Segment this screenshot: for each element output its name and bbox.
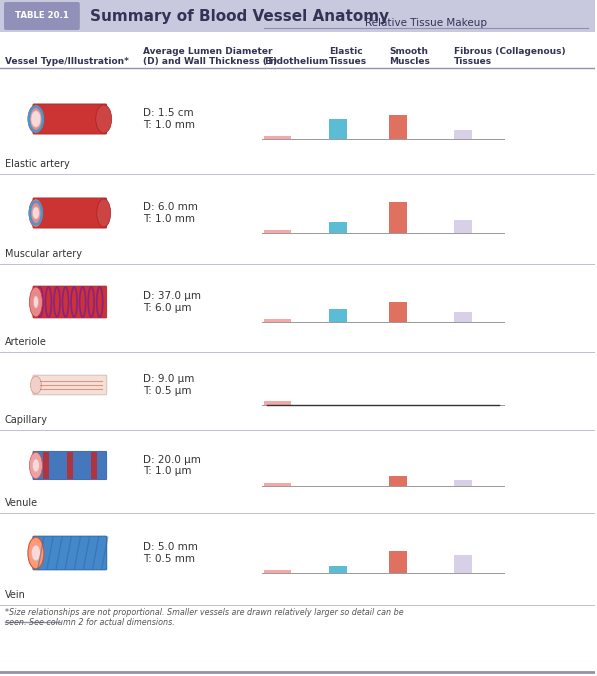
Ellipse shape: [29, 287, 42, 317]
Bar: [329, 119, 347, 139]
Bar: [264, 483, 291, 485]
Ellipse shape: [31, 111, 41, 127]
Text: Relative Tissue Makeup: Relative Tissue Makeup: [365, 18, 487, 28]
Ellipse shape: [28, 105, 44, 133]
Bar: [389, 202, 407, 233]
Bar: [43, 452, 49, 479]
Text: Fibrous (Collagenous)
Tissues: Fibrous (Collagenous) Tissues: [454, 47, 565, 66]
Bar: [264, 402, 291, 405]
Bar: [91, 452, 97, 479]
Bar: [454, 556, 472, 573]
Ellipse shape: [30, 377, 41, 394]
Bar: [329, 222, 347, 233]
Text: Summary of Blood Vessel Anatomy: Summary of Blood Vessel Anatomy: [90, 9, 389, 24]
Ellipse shape: [29, 452, 42, 479]
Bar: [264, 230, 291, 233]
Bar: [329, 309, 347, 322]
Text: Vessel Type/Illustration*: Vessel Type/Illustration*: [5, 57, 129, 66]
Bar: [454, 312, 472, 322]
Bar: [389, 115, 407, 139]
Ellipse shape: [96, 105, 112, 133]
FancyBboxPatch shape: [33, 375, 107, 395]
Text: Elastic artery: Elastic artery: [5, 159, 70, 169]
Bar: [389, 551, 407, 573]
Bar: [454, 220, 472, 233]
Bar: [454, 130, 472, 139]
Text: Average Lumen Diameter
(D) and Wall Thickness (T): Average Lumen Diameter (D) and Wall Thic…: [143, 47, 277, 66]
Bar: [389, 302, 407, 322]
FancyBboxPatch shape: [33, 536, 107, 570]
Ellipse shape: [33, 296, 38, 308]
Bar: [454, 479, 472, 485]
Text: Smooth
Muscles: Smooth Muscles: [389, 47, 430, 66]
Text: D: 1.5 cm
T: 1.0 mm: D: 1.5 cm T: 1.0 mm: [143, 108, 195, 130]
Text: Arteriole: Arteriole: [5, 337, 47, 347]
Text: Muscular artery: Muscular artery: [5, 249, 82, 259]
Text: D: 20.0 μm
T: 1.0 μm: D: 20.0 μm T: 1.0 μm: [143, 455, 201, 477]
Text: Elastic
Tissues: Elastic Tissues: [329, 47, 367, 66]
Text: Capillary: Capillary: [5, 415, 48, 425]
Ellipse shape: [29, 199, 43, 227]
Text: Endothelium: Endothelium: [264, 57, 328, 66]
Text: TABLE 20.1: TABLE 20.1: [15, 11, 69, 20]
FancyBboxPatch shape: [33, 104, 107, 134]
Ellipse shape: [28, 537, 44, 569]
Text: D: 37.0 μm
T: 6.0 μm: D: 37.0 μm T: 6.0 μm: [143, 291, 201, 313]
Bar: [0, 0, 595, 32]
FancyBboxPatch shape: [33, 198, 107, 228]
Text: D: 9.0 μm
T: 0.5 μm: D: 9.0 μm T: 0.5 μm: [143, 375, 194, 396]
FancyBboxPatch shape: [33, 286, 107, 318]
Bar: [67, 452, 73, 479]
Ellipse shape: [32, 459, 39, 472]
Ellipse shape: [32, 207, 39, 219]
FancyBboxPatch shape: [33, 452, 107, 480]
Bar: [389, 476, 407, 485]
Bar: [329, 566, 347, 573]
Bar: [264, 136, 291, 139]
Text: D: 6.0 mm
T: 1.0 mm: D: 6.0 mm T: 1.0 mm: [143, 202, 198, 224]
Ellipse shape: [97, 199, 110, 227]
Bar: [264, 318, 291, 322]
Text: Venule: Venule: [5, 498, 38, 508]
FancyBboxPatch shape: [4, 2, 80, 30]
Bar: [264, 570, 291, 573]
Ellipse shape: [32, 545, 41, 561]
Text: *Size relationships are not proportional. Smaller vessels are drawn relatively l: *Size relationships are not proportional…: [5, 608, 404, 627]
Text: D: 5.0 mm
T: 0.5 mm: D: 5.0 mm T: 0.5 mm: [143, 542, 198, 564]
Text: Vein: Vein: [5, 590, 26, 600]
